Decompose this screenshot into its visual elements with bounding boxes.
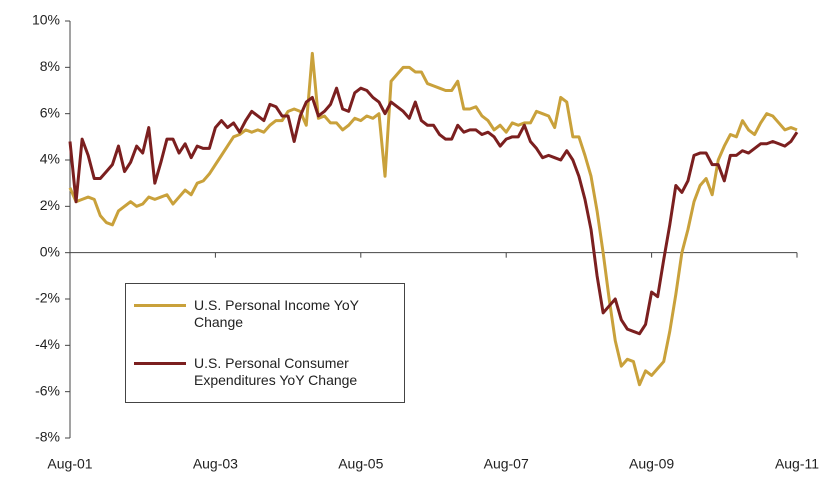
x-tick-label: Aug-07	[484, 456, 529, 472]
legend-label: U.S. Personal Income YoY Change	[194, 297, 359, 330]
y-tick-label: 2%	[40, 197, 60, 213]
x-tick-label: Aug-01	[47, 456, 92, 472]
series-line	[68, 51, 798, 387]
x-tick-label: Aug-09	[629, 456, 674, 472]
y-tick-label: 4%	[40, 151, 60, 167]
legend-entry: U.S. Personal Consumer Expenditures YoY …	[134, 355, 394, 389]
y-tick-label: 0%	[40, 243, 60, 259]
y-tick-label: 6%	[40, 104, 60, 120]
legend: U.S. Personal Income YoY Change U.S. Pers…	[125, 283, 405, 403]
legend-swatch	[134, 304, 186, 307]
x-tick-label: Aug-03	[193, 456, 238, 472]
x-tick-label: Aug-05	[338, 456, 383, 472]
y-tick-label: 8%	[40, 58, 60, 74]
legend-label: U.S. Personal Consumer Expenditures YoY …	[194, 355, 358, 388]
x-tick-label: Aug-11	[775, 456, 819, 472]
y-tick-label: 10%	[32, 12, 60, 28]
legend-swatch	[134, 362, 186, 365]
y-tick-label: -4%	[35, 336, 60, 352]
series-line	[68, 86, 799, 336]
legend-entry: U.S. Personal Income YoY Change	[134, 297, 394, 331]
y-tick-label: -8%	[35, 429, 60, 445]
y-tick-label: -2%	[35, 290, 60, 306]
y-tick-label: -6%	[35, 382, 60, 398]
